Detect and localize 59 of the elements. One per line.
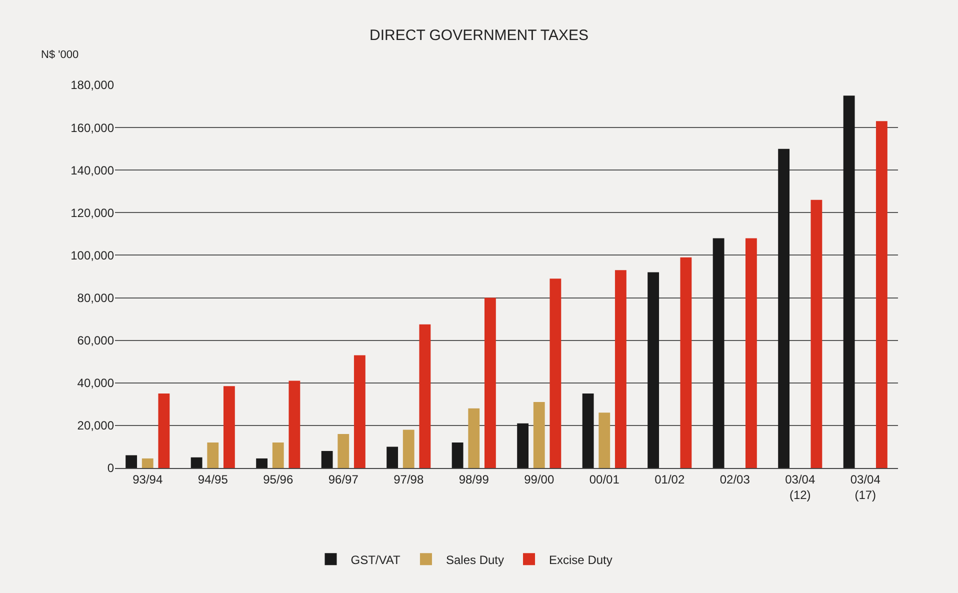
bar — [256, 458, 268, 468]
x-tick-label: 02/03 — [720, 472, 750, 486]
bar — [517, 423, 529, 468]
y-tick-label: 140,000 — [70, 163, 114, 178]
x-tick-label: 93/94 — [132, 472, 163, 486]
x-tick-label: 99/00 — [524, 472, 554, 486]
y-tick-label: 120,000 — [70, 206, 114, 220]
bar — [272, 442, 284, 468]
chart-title: DIRECT GOVERNMENT TAXES — [370, 27, 588, 44]
x-tick-label: 97/98 — [394, 472, 424, 486]
x-tick-label: 01/02 — [654, 472, 685, 486]
bar — [419, 324, 431, 468]
bar — [680, 257, 692, 468]
y-tick-label: 80,000 — [77, 290, 114, 305]
legend-label: GST/VAT — [350, 552, 401, 567]
bar — [321, 450, 333, 468]
bar — [468, 408, 480, 468]
bar — [402, 430, 414, 468]
bar — [843, 96, 855, 468]
y-tick-label: 60,000 — [77, 334, 114, 348]
x-tick-label: 98/99 — [458, 472, 490, 486]
y-tick-label: 40,000 — [77, 376, 114, 390]
bar — [550, 278, 562, 468]
bar — [207, 442, 219, 468]
legend-label: Excise Duty — [549, 552, 612, 567]
x-tick-label: 95/96 — [263, 472, 294, 486]
bar — [223, 386, 235, 468]
x-tick-label: 96/97 — [328, 472, 359, 486]
bar — [614, 270, 626, 468]
legend-label: Sales Duty — [446, 552, 504, 567]
y-tick-label: 180,000 — [70, 78, 114, 92]
bar — [810, 200, 822, 468]
bar — [533, 402, 545, 468]
bar — [876, 121, 888, 468]
bar — [158, 394, 170, 468]
bar — [126, 455, 138, 468]
x-tick-label: 94/95 — [198, 472, 228, 486]
bar — [142, 458, 154, 468]
bar — [778, 148, 790, 468]
bar — [338, 434, 350, 468]
x-tick-label: 03/04 (12) — [785, 472, 816, 502]
y-tick-label: 100,000 — [70, 248, 114, 262]
bar — [712, 238, 724, 468]
bar — [452, 442, 464, 468]
y-tick-label: 20,000 — [77, 418, 114, 433]
x-tick-label: 00/01 — [589, 472, 620, 486]
bar — [354, 355, 366, 468]
y-tick-label: 160,000 — [70, 120, 114, 135]
bar — [190, 457, 202, 468]
bar — [598, 412, 610, 468]
bar — [648, 272, 660, 468]
bar — [582, 394, 594, 468]
y-tick-label: 0 — [107, 461, 114, 476]
x-tick-label: 03/04 (17) — [850, 472, 881, 502]
y-axis-title: N$ '000 — [41, 49, 79, 61]
bar — [288, 380, 300, 468]
bar — [745, 238, 757, 468]
bar — [386, 446, 398, 468]
bar — [484, 298, 496, 468]
